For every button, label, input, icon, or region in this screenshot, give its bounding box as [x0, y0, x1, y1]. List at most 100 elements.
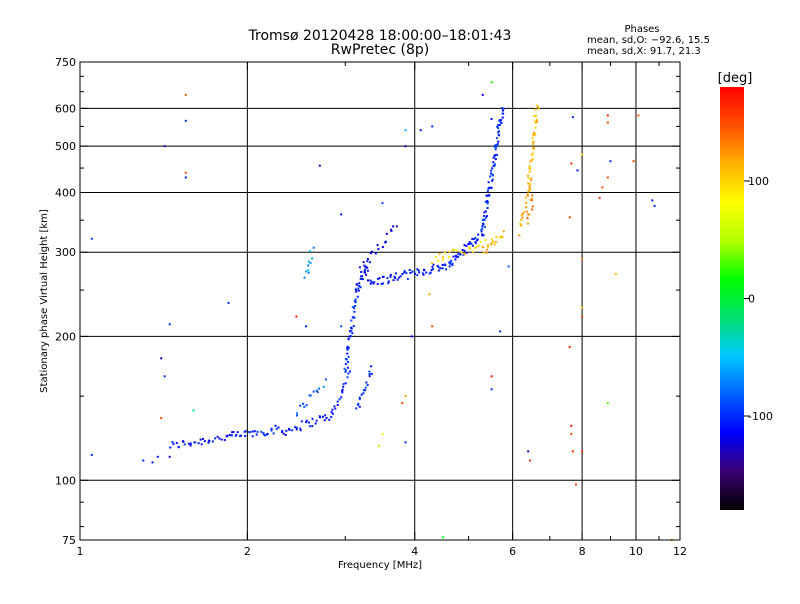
- echo-point: [389, 273, 392, 276]
- echo-point: [523, 211, 525, 214]
- echo-point: [529, 198, 532, 201]
- echo-point: [231, 431, 234, 434]
- echo-point: [488, 194, 491, 197]
- echo-point: [378, 444, 380, 447]
- echo-point: [486, 194, 489, 197]
- echo-point: [169, 446, 172, 449]
- echo-point: [653, 204, 656, 207]
- echo-point: [532, 147, 535, 150]
- echo-point: [244, 435, 247, 437]
- echo-point: [527, 190, 530, 193]
- echo-point: [227, 301, 230, 304]
- echo-point: [350, 327, 353, 330]
- echo-point: [533, 115, 536, 118]
- echo-point: [376, 244, 379, 247]
- echo-point: [160, 357, 163, 360]
- echo-point: [606, 121, 609, 124]
- echo-point: [395, 225, 398, 228]
- echo-point: [330, 411, 333, 414]
- echo-point: [255, 433, 258, 436]
- echo-point: [531, 157, 534, 160]
- echo-point: [468, 247, 471, 250]
- echo-point: [531, 137, 534, 140]
- echo-point: [382, 275, 385, 278]
- echo-point: [370, 365, 373, 368]
- echo-point: [272, 432, 275, 435]
- echo-point: [216, 435, 219, 438]
- echo-point: [389, 275, 392, 278]
- echo-point: [414, 272, 416, 275]
- echo-point: [468, 241, 471, 244]
- echo-point: [507, 265, 510, 268]
- echo-point: [390, 229, 393, 232]
- echo-point: [481, 233, 484, 236]
- colorbar-gradient: [720, 87, 744, 510]
- colorbar-tick-label: 0: [748, 293, 755, 306]
- echo-point: [357, 289, 360, 292]
- echo-point: [381, 202, 384, 205]
- echo-point: [358, 284, 361, 287]
- echo-point: [368, 375, 371, 378]
- echo-point: [521, 212, 524, 215]
- echo-point: [494, 158, 497, 161]
- echo-point: [184, 119, 187, 122]
- echo-point: [394, 277, 397, 279]
- echo-point: [142, 459, 145, 462]
- echo-point: [253, 430, 256, 433]
- echo-point: [366, 269, 369, 272]
- echo-point: [462, 253, 465, 256]
- echo-point: [193, 441, 196, 444]
- echo-point: [285, 429, 288, 432]
- echo-point: [531, 194, 534, 197]
- echo-point: [495, 235, 498, 238]
- echo-point: [401, 402, 404, 405]
- echo-point: [417, 269, 420, 272]
- echo-point: [308, 425, 311, 428]
- echo-point: [432, 268, 434, 271]
- echo-point: [465, 244, 468, 247]
- echo-point: [303, 405, 306, 408]
- echo-point: [520, 218, 523, 221]
- echo-point: [344, 363, 347, 366]
- echo-point: [430, 269, 433, 272]
- echo-point: [346, 348, 349, 351]
- echo-point: [471, 237, 474, 240]
- echo-point: [482, 251, 485, 254]
- echo-point: [473, 247, 476, 250]
- echo-point: [465, 251, 468, 254]
- echo-point: [404, 145, 407, 148]
- echo-point: [187, 442, 190, 445]
- echo-point: [533, 131, 536, 134]
- echo-point: [90, 237, 93, 240]
- echo-point: [520, 214, 523, 216]
- echo-point: [404, 129, 407, 132]
- echo-point: [357, 403, 360, 406]
- echo-point: [632, 160, 635, 163]
- echo-points: [90, 81, 673, 541]
- echo-point: [479, 241, 482, 243]
- echo-point: [260, 430, 263, 433]
- echo-point: [490, 169, 493, 172]
- echo-point: [336, 404, 339, 406]
- echo-point: [477, 233, 480, 236]
- echo-point: [324, 414, 327, 417]
- echo-point: [486, 202, 489, 205]
- echo-point: [307, 269, 310, 272]
- echo-point: [183, 443, 186, 446]
- echo-point: [568, 346, 571, 348]
- echo-point: [484, 200, 487, 203]
- echo-point: [307, 271, 310, 274]
- echo-point: [570, 424, 573, 427]
- echo-point: [249, 431, 252, 434]
- echo-point: [581, 315, 584, 318]
- echo-point: [487, 244, 489, 247]
- echo-point: [455, 255, 458, 258]
- echo-point: [501, 107, 503, 110]
- echo-point: [309, 262, 312, 264]
- echo-point: [381, 282, 384, 285]
- echo-point: [498, 119, 501, 122]
- echo-point: [492, 240, 495, 243]
- echo-point: [387, 280, 390, 283]
